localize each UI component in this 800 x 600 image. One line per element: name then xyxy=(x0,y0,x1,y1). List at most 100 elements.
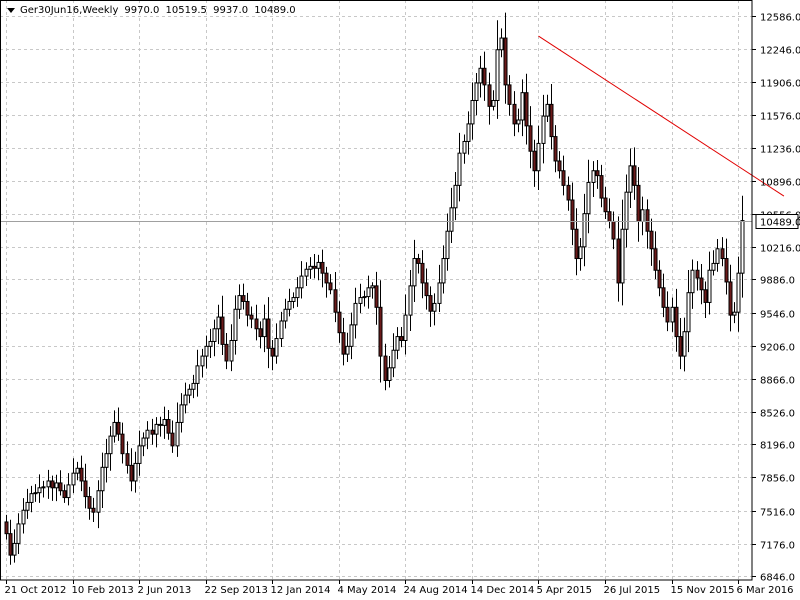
candle-body-bull xyxy=(670,306,675,323)
candle xyxy=(304,262,309,287)
candle-body-bull xyxy=(54,482,59,489)
candle xyxy=(503,12,508,104)
candle xyxy=(582,193,587,267)
candle-body-bull xyxy=(690,269,695,294)
trendline[interactable] xyxy=(538,35,785,197)
candle-body-bull xyxy=(516,119,521,125)
low-value: 9937.0 xyxy=(213,4,249,16)
candle xyxy=(532,139,537,187)
candle-body-bull xyxy=(437,282,442,304)
candle xyxy=(120,422,125,464)
candle-body-bull xyxy=(740,220,745,274)
candle-body-bull xyxy=(96,490,101,513)
candle-body-bull xyxy=(16,523,21,544)
x-tick-label: 4 May 2014 xyxy=(338,585,397,596)
candle xyxy=(549,84,554,150)
candle xyxy=(570,182,575,246)
candle xyxy=(158,416,163,437)
candle-body-bear xyxy=(557,160,562,172)
candle xyxy=(96,480,101,529)
candle-body-bear xyxy=(595,170,600,177)
candle-body-bear xyxy=(528,125,533,152)
candle-body-bull xyxy=(541,115,546,144)
candle xyxy=(453,171,458,221)
candle xyxy=(183,382,188,414)
candle-body-bull xyxy=(412,258,417,287)
candle xyxy=(254,304,259,341)
candle-body-bull xyxy=(229,339,234,362)
candle-body-bear xyxy=(699,277,704,291)
candle xyxy=(341,317,346,366)
candle-body-bull xyxy=(711,262,716,271)
candle-body-bull xyxy=(183,394,188,406)
candle-body-bull xyxy=(353,302,358,326)
candle xyxy=(399,327,404,348)
candle-body-bull xyxy=(66,484,71,499)
chevron-down-icon[interactable] xyxy=(7,7,15,13)
candle xyxy=(383,343,388,391)
candle xyxy=(349,312,354,360)
candle xyxy=(83,463,88,509)
candle-body-bull xyxy=(295,287,300,299)
candle xyxy=(54,474,59,502)
candle-body-bull xyxy=(499,37,504,51)
candle-body-bull xyxy=(445,230,450,260)
candle xyxy=(732,302,737,324)
candle xyxy=(524,73,529,145)
candle xyxy=(699,264,704,305)
candle-body-bear xyxy=(170,432,175,447)
y-tick-label: 8526.0 xyxy=(760,409,795,420)
candle xyxy=(437,264,442,312)
y-tick-label: 8866.0 xyxy=(760,376,795,387)
candle-body-bull xyxy=(586,181,591,215)
candle-body-bull xyxy=(108,435,113,455)
candle-body-bull xyxy=(732,311,737,316)
candle-body-bull xyxy=(33,492,38,495)
candle xyxy=(520,79,525,137)
high-value: 10519.5 xyxy=(165,4,207,16)
candle-body-bear xyxy=(420,262,425,284)
candle-body-bull xyxy=(104,453,109,468)
candle-body-bear xyxy=(720,248,725,260)
x-tick-label: 2 Jun 2013 xyxy=(138,585,192,596)
candle-body-bear xyxy=(416,258,421,264)
candle-body-bear xyxy=(661,287,666,308)
candle-body-bear xyxy=(383,355,388,381)
candle xyxy=(674,288,679,352)
candle xyxy=(599,164,604,208)
candle-body-bear xyxy=(636,184,641,222)
candle-body-bear xyxy=(703,289,708,303)
candle-body-bull xyxy=(133,462,138,482)
candle xyxy=(345,332,350,363)
candle xyxy=(720,237,725,267)
candle xyxy=(133,451,138,493)
candle-body-bear xyxy=(374,285,379,308)
candle-body-bear xyxy=(116,421,121,435)
candle-body-bear xyxy=(574,228,579,260)
y-tick-label: 9886.0 xyxy=(760,276,795,287)
candle-body-bear xyxy=(324,272,329,284)
candle xyxy=(362,290,367,307)
candle xyxy=(545,94,550,123)
candle xyxy=(333,271,338,323)
candle xyxy=(37,474,42,503)
candle-body-bear xyxy=(333,289,338,313)
candle xyxy=(299,261,304,299)
candle-body-bear xyxy=(4,521,9,535)
candle-body-bull xyxy=(403,314,408,341)
candles xyxy=(4,12,745,565)
candle-body-bear xyxy=(266,318,271,349)
candle xyxy=(229,324,234,372)
candle xyxy=(353,287,358,339)
candle-body-bear xyxy=(645,209,650,232)
candle xyxy=(378,280,383,383)
candle xyxy=(541,94,546,164)
candle xyxy=(603,186,608,220)
candle xyxy=(690,259,695,309)
candle xyxy=(711,250,716,276)
candle xyxy=(187,384,192,404)
x-tick-label: 14 Dec 2014 xyxy=(471,585,535,596)
candle xyxy=(470,82,475,140)
candle-body-bear xyxy=(249,314,254,320)
